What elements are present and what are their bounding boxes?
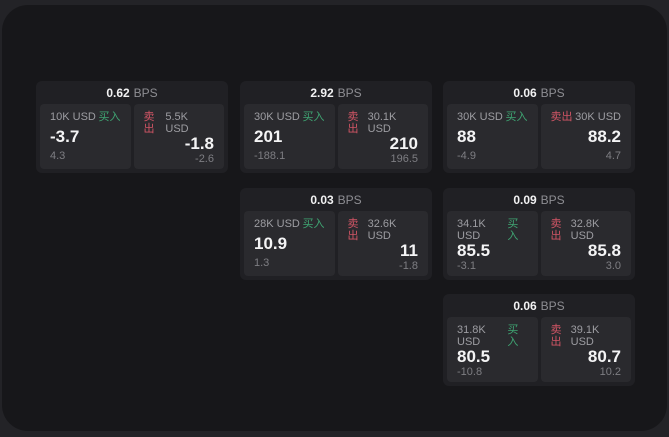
bps-value: 2.92 bbox=[310, 85, 334, 100]
sell-label: 卖出 bbox=[550, 324, 562, 348]
sell-amount: 32.8K USD bbox=[570, 218, 600, 242]
bps-unit-label: BPS bbox=[133, 85, 158, 100]
buy-panel[interactable]: 30K USD 买入 88 -4.9 bbox=[447, 104, 538, 169]
sell-label: 卖出 bbox=[347, 111, 359, 135]
buy-price: 201 bbox=[254, 126, 283, 146]
buy-label: 买入 bbox=[507, 324, 519, 348]
buy-label: 买入 bbox=[507, 218, 519, 242]
buy-delta: -3.1 bbox=[457, 260, 476, 272]
sell-delta: -2.6 bbox=[195, 153, 214, 165]
sell-label: 卖出 bbox=[347, 218, 359, 242]
bps-header: 2.92 BPS bbox=[240, 81, 432, 104]
sell-amount: 32.6K USD bbox=[367, 218, 397, 242]
sell-panel[interactable]: 卖出 5.5K USD -1.8 -2.6 bbox=[133, 104, 224, 169]
sell-label: 卖出 bbox=[550, 218, 562, 242]
buy-panel[interactable]: 28K USD 买入 10.9 1.3 bbox=[244, 211, 335, 276]
sell-price: 85.8 bbox=[587, 241, 621, 260]
sell-amount: 30.1K USD bbox=[367, 111, 397, 135]
sell-delta: 196.5 bbox=[390, 153, 418, 165]
sell-delta: 3.0 bbox=[605, 260, 621, 272]
buy-delta: -188.1 bbox=[254, 150, 286, 162]
buy-price: 10.9 bbox=[254, 233, 288, 253]
sell-panel[interactable]: 卖出 32.8K USD 85.8 3.0 bbox=[540, 211, 631, 276]
bps-unit-label: BPS bbox=[337, 85, 362, 100]
buy-delta: 4.3 bbox=[50, 150, 66, 162]
sell-label: 卖出 bbox=[550, 111, 573, 123]
buy-price: 88 bbox=[457, 126, 476, 146]
sell-panel[interactable]: 卖出 30.1K USD 210 196.5 bbox=[337, 104, 428, 169]
bps-header: 0.09 BPS bbox=[443, 188, 635, 211]
buy-delta: -4.9 bbox=[457, 150, 476, 162]
sell-price: 88.2 bbox=[587, 126, 621, 146]
quote-panels: 28K USD 买入 10.9 1.3 卖出 32.6K USD 11 -1.8 bbox=[240, 211, 432, 280]
sell-price: 80.7 bbox=[587, 347, 621, 366]
buy-amount: 34.1K USD bbox=[457, 218, 486, 242]
buy-amount: 28K USD bbox=[254, 218, 300, 230]
sell-delta: 4.7 bbox=[605, 150, 621, 162]
bps-value: 0.09 bbox=[513, 192, 537, 207]
bps-value: 0.03 bbox=[310, 192, 334, 207]
bps-unit-label: BPS bbox=[540, 85, 565, 100]
buy-panel[interactable]: 31.8K USD 买入 80.5 -10.8 bbox=[447, 317, 538, 382]
quote-card-2: 2.92 BPS 30K USD 买入 201 -188.1 卖出 30.1K … bbox=[240, 81, 432, 173]
sell-panel[interactable]: 卖出 30K USD 88.2 4.7 bbox=[540, 104, 631, 169]
bps-unit-label: BPS bbox=[337, 192, 362, 207]
bps-header: 0.03 BPS bbox=[240, 188, 432, 211]
buy-delta: -10.8 bbox=[457, 366, 483, 378]
buy-label: 买入 bbox=[302, 218, 325, 230]
sell-price: 210 bbox=[389, 134, 418, 153]
buy-amount: 30K USD bbox=[254, 111, 300, 123]
sell-delta: -1.8 bbox=[399, 260, 418, 272]
bps-header: 0.06 BPS bbox=[443, 81, 635, 104]
sell-amount: 5.5K USD bbox=[165, 111, 189, 135]
quote-panels: 30K USD 买入 201 -188.1 卖出 30.1K USD 210 1… bbox=[240, 104, 432, 173]
buy-panel[interactable]: 10K USD 买入 -3.7 4.3 bbox=[40, 104, 131, 169]
buy-price: 85.5 bbox=[457, 241, 491, 260]
quote-card-4: 0.03 BPS 28K USD 买入 10.9 1.3 卖出 32.6K US… bbox=[240, 188, 432, 280]
quote-panels: 30K USD 买入 88 -4.9 卖出 30K USD 88.2 4.7 bbox=[443, 104, 635, 173]
bps-value: 0.62 bbox=[106, 85, 130, 100]
bps-value: 0.06 bbox=[513, 298, 537, 313]
sell-amount: 30K USD bbox=[575, 111, 621, 123]
buy-label: 买入 bbox=[302, 111, 325, 123]
sell-amount: 39.1K USD bbox=[570, 324, 600, 348]
sell-price: -1.8 bbox=[184, 134, 214, 153]
bps-unit-label: BPS bbox=[540, 298, 565, 313]
buy-price: -3.7 bbox=[50, 126, 80, 146]
bps-header: 0.62 BPS bbox=[36, 81, 228, 104]
quote-card-6: 0.06 BPS 31.8K USD 买入 80.5 -10.8 卖出 39.1… bbox=[443, 294, 635, 386]
quote-card-3: 0.06 BPS 30K USD 买入 88 -4.9 卖出 30K USD 8… bbox=[443, 81, 635, 173]
quote-panels: 10K USD 买入 -3.7 4.3 卖出 5.5K USD -1.8 -2.… bbox=[36, 104, 228, 173]
buy-amount: 31.8K USD bbox=[457, 324, 486, 348]
quote-panels: 31.8K USD 买入 80.5 -10.8 卖出 39.1K USD 80.… bbox=[443, 317, 635, 386]
bps-value: 0.06 bbox=[513, 85, 537, 100]
sell-label: 卖出 bbox=[143, 111, 155, 135]
sell-delta: 10.2 bbox=[599, 366, 621, 378]
buy-panel[interactable]: 34.1K USD 买入 85.5 -3.1 bbox=[447, 211, 538, 276]
buy-panel[interactable]: 30K USD 买入 201 -188.1 bbox=[244, 104, 335, 169]
buy-delta: 1.3 bbox=[254, 257, 270, 269]
quote-panels: 34.1K USD 买入 85.5 -3.1 卖出 32.8K USD 85.8… bbox=[443, 211, 635, 280]
sell-price: 11 bbox=[400, 241, 418, 260]
bps-header: 0.06 BPS bbox=[443, 294, 635, 317]
sell-panel[interactable]: 卖出 39.1K USD 80.7 10.2 bbox=[540, 317, 631, 382]
buy-label: 买入 bbox=[98, 111, 121, 123]
sell-panel[interactable]: 卖出 32.6K USD 11 -1.8 bbox=[337, 211, 428, 276]
quote-card-1: 0.62 BPS 10K USD 买入 -3.7 4.3 卖出 5.5K USD… bbox=[36, 81, 228, 173]
buy-amount: 10K USD bbox=[50, 111, 96, 123]
buy-amount: 30K USD bbox=[457, 111, 503, 123]
buy-price: 80.5 bbox=[457, 347, 491, 366]
bps-unit-label: BPS bbox=[540, 192, 565, 207]
quote-card-5: 0.09 BPS 34.1K USD 买入 85.5 -3.1 卖出 32.8K… bbox=[443, 188, 635, 280]
buy-label: 买入 bbox=[505, 111, 528, 123]
